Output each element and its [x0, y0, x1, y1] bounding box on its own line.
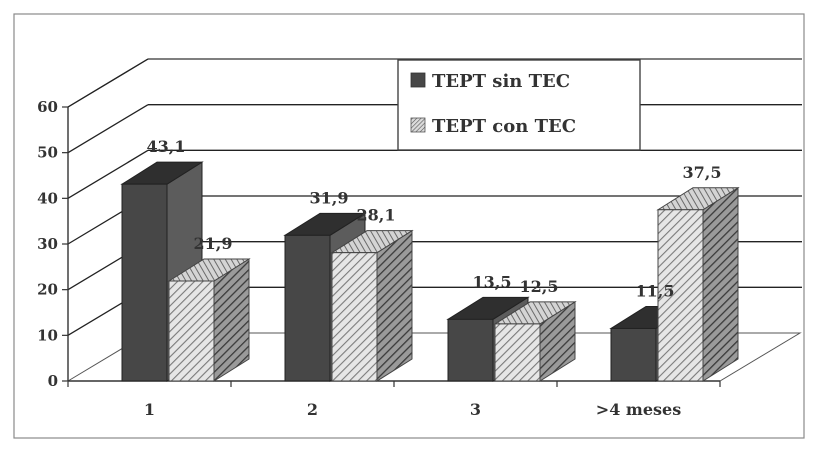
- data-label-sin-tec: 13,5: [473, 272, 512, 291]
- bar-con-tec: [167, 258, 251, 382]
- y-tick-label-0: 0: [48, 372, 58, 390]
- legend-label-sin-tec: TEPT sin TEC: [432, 71, 570, 92]
- bar-front-face: [121, 183, 168, 382]
- bar-side-face: [702, 186, 739, 382]
- y-tick-label-40: 40: [37, 189, 58, 207]
- x-category-label: >4 meses: [596, 400, 681, 419]
- bar-front-face: [284, 234, 331, 382]
- data-label-con-tec: 21,9: [194, 234, 233, 253]
- bar-front-face: [494, 323, 541, 382]
- x-category-label: 2: [307, 400, 318, 419]
- gridline-side-50: [67, 104, 149, 154]
- bar-side-face: [376, 229, 413, 382]
- legend-swatch-con-tec: [410, 117, 426, 133]
- gridline-side-40: [67, 149, 149, 199]
- x-category-label: 3: [470, 400, 481, 419]
- legend-box: [397, 59, 641, 151]
- data-label-sin-tec: 31,9: [310, 188, 349, 207]
- y-tick-label-50: 50: [37, 144, 58, 162]
- bar-front-face: [610, 327, 657, 382]
- bar-front-face: [447, 318, 494, 382]
- x-category-labels: 1 2 3 >4 meses: [144, 400, 681, 419]
- bar-front-face: [331, 252, 378, 382]
- y-tick-label-10: 10: [37, 326, 58, 344]
- bar-con-tec: [330, 229, 414, 382]
- bar-sin-tec: [120, 161, 204, 382]
- y-tick-labels: 0 10 20 30 40 50 60: [37, 98, 58, 390]
- bar-front-face: [657, 209, 704, 382]
- data-labels: 43,1 21,9 31,9 28,1 13,5 12,5 11,5 37,5: [147, 137, 722, 300]
- y-tick-label-30: 30: [37, 235, 58, 253]
- y-tick-label-60: 60: [37, 98, 58, 116]
- data-label-con-tec: 12,5: [520, 277, 559, 296]
- bar-con-tec: [656, 186, 740, 382]
- bar-con-tec: [493, 301, 577, 382]
- data-label-con-tec: 28,1: [357, 206, 396, 225]
- data-label-sin-tec: 43,1: [147, 137, 186, 156]
- y-tick-label-20: 20: [37, 281, 58, 299]
- bar-front-face: [168, 280, 215, 382]
- data-label-sin-tec: 11,5: [636, 281, 675, 300]
- data-label-con-tec: 37,5: [683, 163, 722, 182]
- x-category-label: 1: [144, 400, 155, 419]
- bars: [120, 161, 740, 382]
- legend-swatch-sin-tec: [410, 72, 426, 88]
- gridline-side-60: [67, 58, 149, 108]
- legend: TEPT sin TEC TEPT con TEC: [397, 59, 641, 151]
- legend-label-con-tec: TEPT con TEC: [432, 116, 576, 137]
